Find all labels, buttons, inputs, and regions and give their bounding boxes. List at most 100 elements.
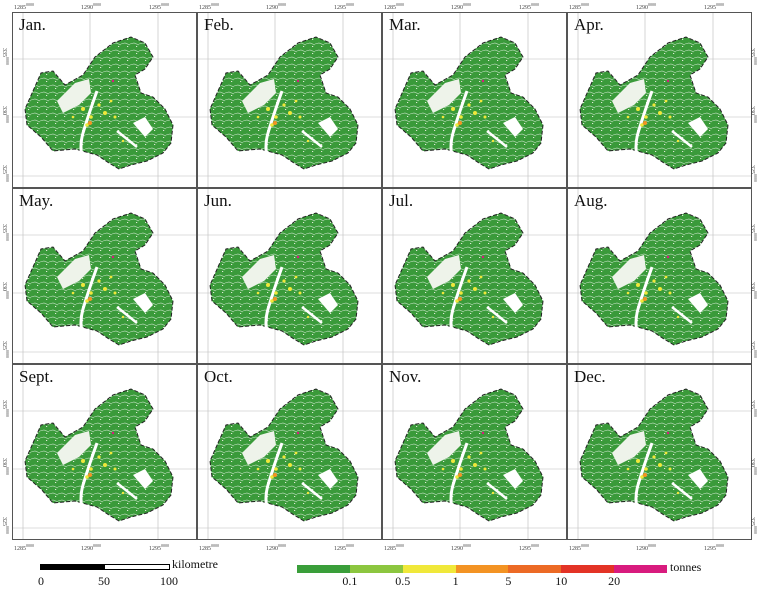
scale-label-50: 50 xyxy=(98,574,110,588)
x-tick-label: 12850000 xyxy=(14,543,34,552)
legend-label: 0.1 xyxy=(342,574,358,588)
x-tick-label: 12950000 xyxy=(149,543,169,552)
region-map xyxy=(208,211,360,347)
x-tick-label: 12950000 xyxy=(334,543,354,552)
region-map xyxy=(23,211,175,347)
x-tick-label: 12950000 xyxy=(334,2,354,11)
map-panel: Jul. xyxy=(382,188,567,364)
color-legend xyxy=(297,565,668,573)
map-graticule-and-region xyxy=(198,365,381,539)
x-tick-label: 12900000 xyxy=(451,2,471,11)
legend-swatch xyxy=(508,565,562,573)
region-map xyxy=(578,211,730,347)
region-map xyxy=(578,35,730,171)
x-tick-label: 12900000 xyxy=(81,543,101,552)
y-tick-label: 3250000 xyxy=(1,517,10,534)
scale-label-100: 100 xyxy=(160,574,178,588)
y-tick-label: 3350000 xyxy=(749,400,758,417)
legend-label: 20 xyxy=(608,574,621,588)
x-tick-label: 12900000 xyxy=(636,543,656,552)
region-map xyxy=(393,387,545,523)
map-graticule-and-region xyxy=(13,365,196,539)
x-tick-label: 12850000 xyxy=(199,543,219,552)
legend-unit: tonnes xyxy=(670,560,702,574)
x-tick-label: 12900000 xyxy=(451,543,471,552)
month-label: Nov. xyxy=(389,367,422,386)
map-panel: Sept. xyxy=(12,364,197,540)
x-tick-label: 12900000 xyxy=(266,2,286,11)
y-tick-label: 3300000 xyxy=(749,282,758,299)
y-tick-label: 3300000 xyxy=(749,458,758,475)
y-tick-label: 3350000 xyxy=(749,224,758,241)
legend-label: 10 xyxy=(555,574,568,588)
x-tick-label: 12950000 xyxy=(149,2,169,11)
y-tick-label: 3300000 xyxy=(1,282,10,299)
region-map xyxy=(208,35,360,171)
month-label: Jan. xyxy=(19,15,46,34)
y-tick-label: 3250000 xyxy=(749,341,758,358)
legend-swatch xyxy=(455,565,509,573)
x-tick-label: 12950000 xyxy=(519,2,539,11)
y-tick-label: 3250000 xyxy=(1,341,10,358)
month-label: Jun. xyxy=(204,191,232,210)
y-tick-label: 3250000 xyxy=(1,165,10,182)
map-graticule-and-region xyxy=(13,13,196,187)
legend-label: 5 xyxy=(505,574,512,588)
map-panel: Nov. xyxy=(382,364,567,540)
map-graticule-and-region xyxy=(568,365,751,539)
map-panel: Jan. xyxy=(12,12,197,188)
x-tick-label: 12850000 xyxy=(569,543,589,552)
map-panel: Apr. xyxy=(567,12,752,188)
y-tick-label: 3250000 xyxy=(749,165,758,182)
month-label: Oct. xyxy=(204,367,233,386)
y-tick-label: 3350000 xyxy=(1,400,10,417)
map-graticule-and-region xyxy=(198,189,381,363)
scale-unit: kilometre xyxy=(172,557,218,571)
map-panel: May. xyxy=(12,188,197,364)
month-label: Feb. xyxy=(204,15,234,34)
region-map xyxy=(23,387,175,523)
map-graticule-and-region xyxy=(383,189,566,363)
map-panel: Dec. xyxy=(567,364,752,540)
map-graticule-and-region xyxy=(383,13,566,187)
scale-bar-black-segment xyxy=(41,565,105,569)
y-tick-label: 3300000 xyxy=(749,106,758,123)
y-tick-label: 3350000 xyxy=(1,48,10,65)
y-tick-label: 3300000 xyxy=(1,106,10,123)
region-map xyxy=(393,35,545,171)
legend-label: 1 xyxy=(452,574,459,588)
map-panel: Feb. xyxy=(197,12,382,188)
region-map xyxy=(208,387,360,523)
x-tick-label: 12850000 xyxy=(569,2,589,11)
x-tick-label: 12850000 xyxy=(384,2,404,11)
legend-swatch xyxy=(614,565,668,573)
map-graticule-and-region xyxy=(383,365,566,539)
month-label: Apr. xyxy=(574,15,604,34)
legend-swatch xyxy=(297,565,350,573)
legend-label: 0.5 xyxy=(395,574,411,588)
map-panel: Aug. xyxy=(567,188,752,364)
map-panel: Jun. xyxy=(197,188,382,364)
map-graticule-and-region xyxy=(568,189,751,363)
x-tick-label: 12900000 xyxy=(81,2,101,11)
y-tick-label: 3250000 xyxy=(749,517,758,534)
map-panel: Mar. xyxy=(382,12,567,188)
region-map xyxy=(578,387,730,523)
x-tick-label: 12850000 xyxy=(199,2,219,11)
y-tick-label: 3350000 xyxy=(1,224,10,241)
x-tick-label: 12850000 xyxy=(384,543,404,552)
map-panel: Oct. xyxy=(197,364,382,540)
legend-swatch xyxy=(402,565,456,573)
month-label: Jul. xyxy=(389,191,414,210)
y-tick-label: 3350000 xyxy=(749,48,758,65)
map-graticule-and-region xyxy=(198,13,381,187)
month-label: Mar. xyxy=(389,15,421,34)
region-map xyxy=(393,211,545,347)
x-tick-label: 12950000 xyxy=(704,543,724,552)
x-tick-label: 12900000 xyxy=(266,543,286,552)
scale-bar xyxy=(40,564,170,570)
x-tick-label: 12950000 xyxy=(519,543,539,552)
y-tick-label: 3300000 xyxy=(1,458,10,475)
x-tick-label: 12900000 xyxy=(636,2,656,11)
scale-label-0: 0 xyxy=(38,574,44,588)
